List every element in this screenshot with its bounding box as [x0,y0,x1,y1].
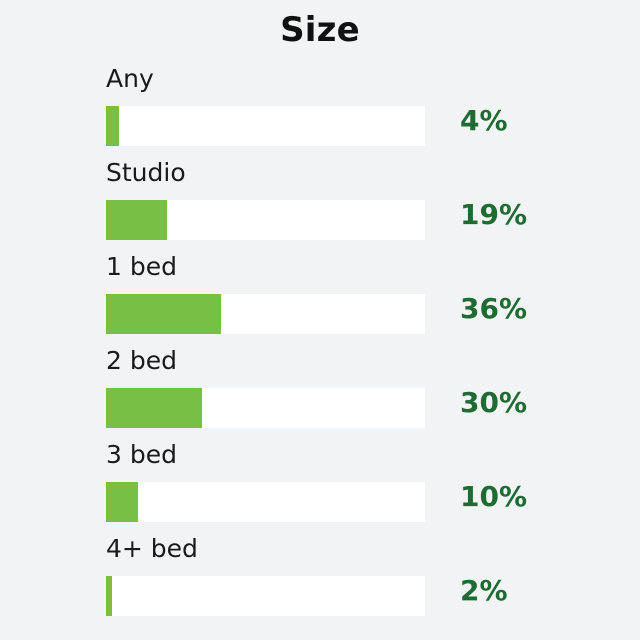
bar-category-label: Studio [106,158,186,187]
bar-row: 2 bed 30% [0,346,640,434]
bar-category-label: 2 bed [106,346,177,375]
bar-value-label: 4% [460,104,508,137]
bar-fill [106,294,221,334]
bar-category-label: 3 bed [106,440,177,469]
bar-row: Studio 19% [0,158,640,246]
bar-category-label: 1 bed [106,252,177,281]
bar-row: 4+ bed 2% [0,534,640,622]
bar-track [106,200,425,240]
bar-value-label: 30% [460,386,528,419]
bar-value-label: 36% [460,292,528,325]
chart-title: Size [280,10,360,50]
bar-track [106,576,425,616]
bar-category-label: 4+ bed [106,534,198,563]
bar-fill [106,482,138,522]
bar-row: Any 4% [0,64,640,152]
bar-value-label: 10% [460,480,528,513]
bar-fill [106,200,167,240]
bar-category-label: Any [106,64,154,93]
bar-value-label: 2% [460,574,508,607]
bar-row: 3 bed 10% [0,440,640,528]
bar-fill [106,106,119,146]
bar-value-label: 19% [460,198,528,231]
bar-fill [106,576,112,616]
bar-track [106,294,425,334]
bar-track [106,106,425,146]
bar-fill [106,388,202,428]
bar-track [106,482,425,522]
bar-row: 1 bed 36% [0,252,640,340]
bar-track [106,388,425,428]
